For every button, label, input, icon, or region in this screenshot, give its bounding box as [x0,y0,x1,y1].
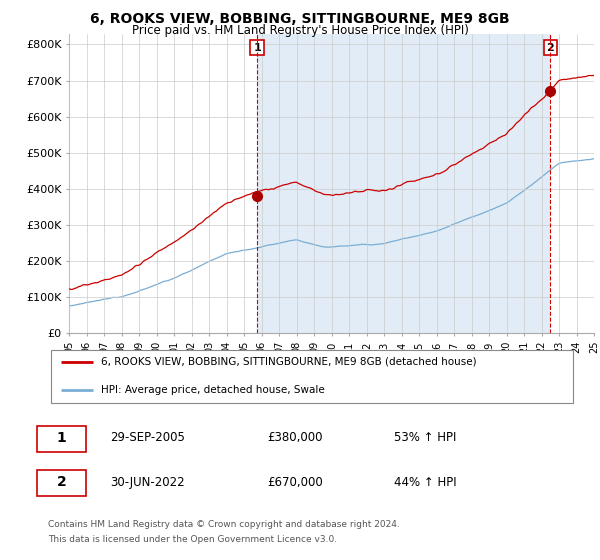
Text: Price paid vs. HM Land Registry's House Price Index (HPI): Price paid vs. HM Land Registry's House … [131,24,469,37]
Text: 1: 1 [253,43,261,53]
Text: 1: 1 [56,431,67,445]
Text: 6, ROOKS VIEW, BOBBING, SITTINGBOURNE, ME9 8GB (detached house): 6, ROOKS VIEW, BOBBING, SITTINGBOURNE, M… [101,357,476,367]
FancyBboxPatch shape [37,470,86,496]
Text: Contains HM Land Registry data © Crown copyright and database right 2024.: Contains HM Land Registry data © Crown c… [48,520,400,529]
Text: 2: 2 [56,475,67,489]
FancyBboxPatch shape [37,426,86,452]
Text: HPI: Average price, detached house, Swale: HPI: Average price, detached house, Swal… [101,385,325,395]
Text: £380,000: £380,000 [268,431,323,444]
Text: 6, ROOKS VIEW, BOBBING, SITTINGBOURNE, ME9 8GB: 6, ROOKS VIEW, BOBBING, SITTINGBOURNE, M… [90,12,510,26]
Text: 2: 2 [547,43,554,53]
Text: 29-SEP-2005: 29-SEP-2005 [110,431,185,444]
Text: This data is licensed under the Open Government Licence v3.0.: This data is licensed under the Open Gov… [48,535,337,544]
Text: 53% ↑ HPI: 53% ↑ HPI [394,431,457,444]
Text: 30-JUN-2022: 30-JUN-2022 [110,475,185,489]
Text: 44% ↑ HPI: 44% ↑ HPI [394,475,457,489]
FancyBboxPatch shape [50,350,574,403]
Text: £670,000: £670,000 [268,475,323,489]
Bar [257,34,550,333]
